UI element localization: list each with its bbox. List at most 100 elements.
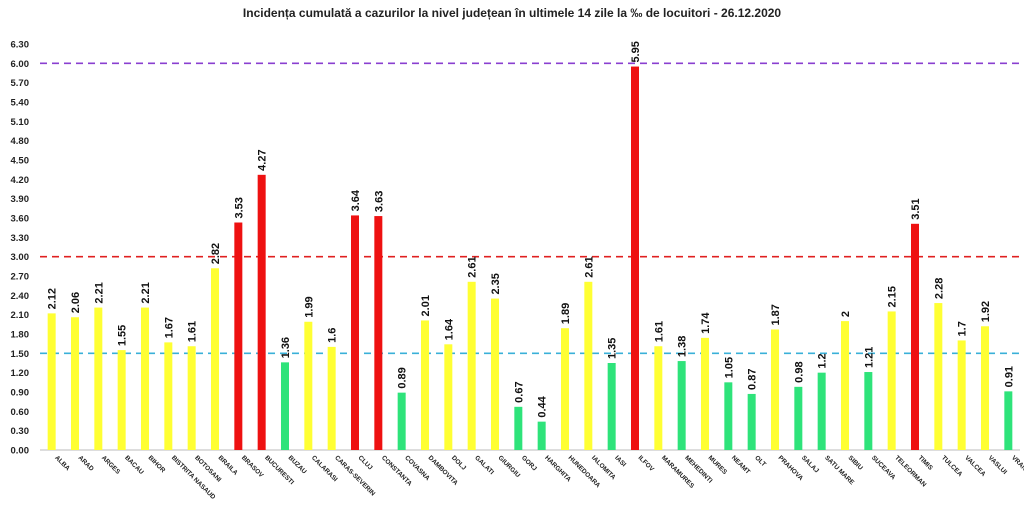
bar-botosani <box>187 346 196 450</box>
data-label: 0.89 <box>397 367 409 388</box>
y-tick-label: 0.30 <box>11 426 30 437</box>
x-tick-label: TULCEA <box>940 454 964 478</box>
bar-brasov <box>234 222 243 450</box>
data-label: 1.2 <box>817 353 829 368</box>
bar-bacau <box>117 350 126 450</box>
bar-prahova <box>771 329 779 450</box>
x-tick-label: ILFOV <box>637 454 656 473</box>
x-tick-label: VRANCEA <box>1010 454 1024 482</box>
bar-teleorman <box>887 311 896 450</box>
bar-gorj <box>514 406 523 450</box>
x-tick-label: BRAILA <box>217 454 240 477</box>
y-tick-label: 6.00 <box>11 59 30 70</box>
bar-dambovita <box>421 320 429 450</box>
bar-ilfov <box>631 66 639 451</box>
data-label: 2.12 <box>47 288 59 309</box>
y-tick-label: 5.40 <box>11 98 30 109</box>
data-label: 1.89 <box>560 303 572 324</box>
data-label: 1.36 <box>280 337 292 358</box>
y-tick-label: 2.40 <box>11 291 30 302</box>
bar-maramures <box>654 346 663 450</box>
data-label: 3.63 <box>373 191 385 212</box>
bar-bucuresti <box>257 174 266 451</box>
bar-arges <box>94 307 103 450</box>
bar-caras-severin <box>327 346 336 450</box>
data-label: 2.15 <box>887 286 899 307</box>
bar-bistrita-nasaud <box>164 342 173 450</box>
bar-timis <box>911 223 919 450</box>
x-tick-label: ARAD <box>77 454 95 472</box>
x-tick-label: CLUJ <box>357 454 374 471</box>
bar-arad <box>71 317 79 450</box>
x-tick-label: MURES <box>707 454 729 476</box>
y-tick-label: 0.60 <box>11 407 30 418</box>
y-tick-label: 0.00 <box>11 446 30 457</box>
y-tick-label: 3.90 <box>11 194 30 205</box>
bar-suceava <box>864 372 873 450</box>
x-tick-label: ALBA <box>53 454 71 472</box>
data-label: 1.99 <box>303 296 315 317</box>
data-label: 2.21 <box>93 282 105 303</box>
bar-alba <box>47 313 56 450</box>
x-tick-label: GALATI <box>473 454 495 476</box>
y-tick-label: 1.20 <box>11 368 30 379</box>
x-tick-label: CARAS-SEVERIN <box>333 454 376 497</box>
bar-hunedoara <box>561 328 569 450</box>
data-label: 4.27 <box>257 149 269 170</box>
data-label: 0.67 <box>513 381 525 402</box>
y-tick-label: 0.90 <box>11 388 30 399</box>
y-tick-label: 2.70 <box>11 272 30 283</box>
y-tick-label: 4.80 <box>11 136 30 147</box>
data-label: 2 <box>840 311 852 317</box>
bar-dolj <box>444 344 453 450</box>
bar-calarasi <box>304 321 313 450</box>
data-label: 0.98 <box>793 361 805 382</box>
bar-vaslui <box>981 326 989 450</box>
y-tick-label: 3.00 <box>11 252 30 263</box>
x-tick-label: BACAU <box>123 454 145 476</box>
data-label: 3.51 <box>910 198 922 219</box>
x-tick-label: GIURGIU <box>497 454 522 479</box>
bar-olt <box>747 393 756 450</box>
data-label: 1.55 <box>117 325 129 346</box>
y-tick-label: 1.50 <box>11 349 30 360</box>
data-label: 1.7 <box>957 321 969 336</box>
data-label: 2.82 <box>210 243 222 264</box>
y-tick-label: 5.10 <box>11 117 30 128</box>
x-tick-label: BIHOR <box>147 454 167 474</box>
data-label: 5.95 <box>630 41 642 62</box>
data-label: 1.74 <box>700 312 712 334</box>
bar-covasna <box>397 392 406 450</box>
data-label: 1.21 <box>863 347 875 368</box>
bar-bihor <box>141 307 149 450</box>
bar-valcea <box>957 340 966 450</box>
bar-satu-mare <box>817 372 826 450</box>
y-tick-label: 2.10 <box>11 310 30 321</box>
bar-braila <box>211 268 219 450</box>
bar-ialomita <box>584 281 593 450</box>
data-label: 1.87 <box>770 304 782 325</box>
data-label: 3.53 <box>233 197 245 218</box>
bar-iasi <box>607 363 616 450</box>
data-label: 2.28 <box>933 278 945 299</box>
chart-title: Incidența cumulată a cazurilor la nivel … <box>242 6 782 20</box>
y-tick-label: 3.60 <box>11 214 30 225</box>
bar-cluj <box>351 215 359 450</box>
data-label: 1.6 <box>327 328 339 343</box>
data-label: 2.01 <box>420 295 432 316</box>
bar-mures <box>701 337 709 450</box>
data-label: 1.05 <box>723 357 735 378</box>
x-tick-label: DOLJ <box>450 454 467 471</box>
x-tick-label: VASLUI <box>987 454 1009 476</box>
data-label: 2.35 <box>490 273 502 294</box>
x-tick-label: NEAMT <box>730 454 751 475</box>
data-label: 0.87 <box>747 369 759 390</box>
bar-buzau <box>281 362 289 450</box>
bar-harghita <box>537 421 546 450</box>
bar-constanta <box>374 216 383 450</box>
data-label: 1.67 <box>163 317 175 338</box>
x-tick-label: TIMIS <box>917 454 935 472</box>
data-label: 2.61 <box>467 256 479 277</box>
